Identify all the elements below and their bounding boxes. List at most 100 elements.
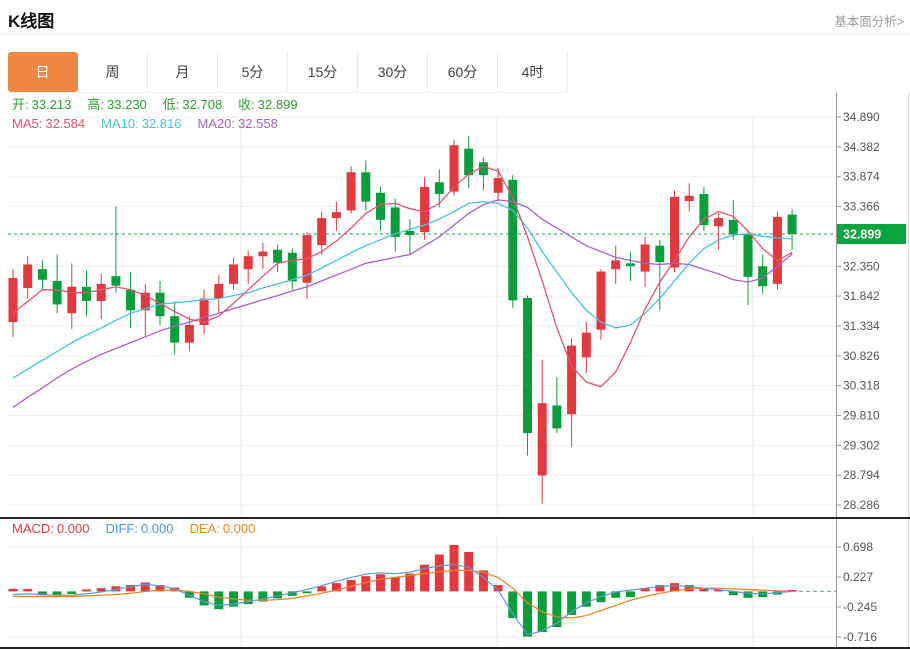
candle-body xyxy=(390,207,400,237)
macd-bar xyxy=(552,591,562,628)
legend-item: 高: 33.230 xyxy=(87,97,147,112)
candle-body xyxy=(405,230,415,236)
macd-bar xyxy=(258,591,268,602)
macd-bar xyxy=(390,577,400,592)
candle-body xyxy=(273,249,283,263)
macd-bar xyxy=(640,588,650,592)
candle-body xyxy=(67,286,77,314)
price-tick-label: 28.286 xyxy=(843,498,880,512)
candle-body xyxy=(596,271,606,330)
kline-chart-canvas: 34.890 34.382 33.874 33.366 32.350 31.842 31.3… xyxy=(0,92,910,649)
candle-body xyxy=(567,345,577,415)
price-tick-label: 34.382 xyxy=(843,140,880,154)
tab-月[interactable]: 月 xyxy=(148,52,218,92)
macd-bar xyxy=(728,591,738,596)
tab-15分[interactable]: 15分 xyxy=(288,52,358,92)
candle-body xyxy=(420,186,430,233)
macd-bar xyxy=(346,579,356,592)
macd-bar xyxy=(23,588,33,592)
macd-bar xyxy=(287,591,297,596)
macd-bar xyxy=(96,588,106,592)
tab-30分[interactable]: 30分 xyxy=(358,52,428,92)
chart-area: 开: 33.213 高: 33.230 低: 32.708 收: 32.899 MA5: 32.… xyxy=(0,92,910,650)
candle-body xyxy=(464,148,474,176)
macd-bar xyxy=(155,585,165,592)
macd-bar xyxy=(52,591,62,595)
fundamental-analysis-link[interactable]: 基本面分析> xyxy=(834,15,904,29)
candle-body xyxy=(493,178,503,193)
diff-line xyxy=(12,564,793,636)
candle-body xyxy=(743,234,753,277)
macd-bar xyxy=(361,576,371,592)
macd-bar xyxy=(302,591,312,594)
macd-bar xyxy=(655,585,665,592)
ma10-line xyxy=(12,200,793,379)
candle-body xyxy=(523,297,532,434)
tab-周[interactable]: 周 xyxy=(78,52,148,92)
price-tick-label: 34.890 xyxy=(843,110,880,124)
legend-item: 收: 32.899 xyxy=(238,97,298,112)
candle-body xyxy=(317,218,327,246)
price-tick-label: 30.826 xyxy=(843,349,880,363)
macd-bar xyxy=(478,570,488,592)
macd-bar xyxy=(464,551,474,592)
candle-body xyxy=(478,162,488,176)
candle-body xyxy=(258,251,268,257)
macd-bar xyxy=(420,564,430,592)
page-title: K线图 xyxy=(8,12,55,31)
ma5-line xyxy=(12,165,793,388)
macd-bar xyxy=(493,585,503,592)
macd-tick-label: -0.245 xyxy=(843,600,877,614)
macd-bar xyxy=(434,554,444,592)
candle-body xyxy=(758,266,768,287)
candle-body xyxy=(37,269,47,280)
macd-bar xyxy=(111,586,121,592)
candle-body xyxy=(170,316,180,343)
macd-bar xyxy=(625,591,635,598)
candle-body xyxy=(8,278,18,323)
macd-bar xyxy=(581,591,591,607)
macd-bar xyxy=(684,585,694,592)
candle-body xyxy=(611,260,621,270)
candle-body xyxy=(111,276,121,286)
price-tick-label: 31.334 xyxy=(843,319,880,333)
macd-bar xyxy=(670,583,679,592)
tab-60分[interactable]: 60分 xyxy=(428,52,498,92)
candle-body xyxy=(82,286,91,301)
candle-body xyxy=(449,145,459,192)
legend-item: DEA: 0.000 xyxy=(189,521,256,536)
legend-item: 开: 33.213 xyxy=(12,97,72,112)
current-price-badge-text: 32.899 xyxy=(843,227,881,241)
candle-body xyxy=(508,179,518,301)
ma20-line xyxy=(12,199,793,408)
candle-body xyxy=(199,298,209,326)
macd-bar xyxy=(714,589,724,592)
tab-日[interactable]: 日 xyxy=(8,52,78,92)
macd-bar xyxy=(199,591,209,606)
price-tick-label: 32.350 xyxy=(843,259,880,273)
macd-bar xyxy=(787,589,797,592)
tab-4时[interactable]: 4时 xyxy=(498,52,568,92)
price-tick-label: 31.842 xyxy=(843,289,880,303)
macd-bar xyxy=(82,589,91,592)
price-tick-label: 28.794 xyxy=(843,468,880,482)
ohlc-legend: 开: 33.213 高: 33.230 低: 32.708 收: 32.899 xyxy=(12,94,314,113)
legend-item: MA20: 32.558 xyxy=(197,116,278,131)
price-tick-label: 29.810 xyxy=(843,409,880,423)
candle-body xyxy=(23,264,33,288)
macd-bar xyxy=(699,588,709,592)
candle-body xyxy=(772,216,782,284)
current-price-badge xyxy=(837,223,906,244)
macd-bar xyxy=(8,588,18,592)
price-tick-label: 33.366 xyxy=(843,200,880,214)
macd-bar xyxy=(376,574,385,592)
macd-tick-label: -0.716 xyxy=(843,630,877,644)
candle-body xyxy=(331,212,341,219)
candle-body xyxy=(361,172,371,202)
macd-bar xyxy=(449,544,459,592)
macd-bar xyxy=(214,591,224,610)
candle-body xyxy=(625,263,635,267)
tab-5分[interactable]: 5分 xyxy=(218,52,288,92)
macd-bar xyxy=(243,591,253,605)
